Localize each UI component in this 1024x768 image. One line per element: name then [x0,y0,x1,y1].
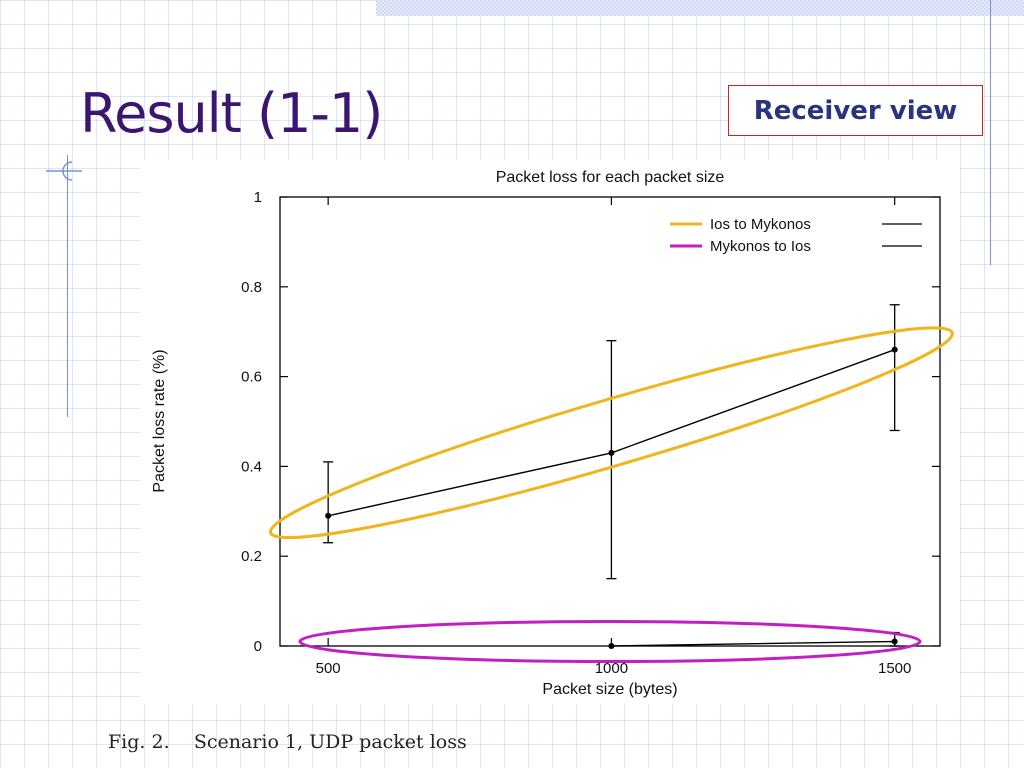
caption-number: Fig. 2. [108,731,170,753]
y-tick-label: 0 [254,638,262,655]
chart-title: Packet loss for each packet size [496,169,725,186]
data-point [891,638,898,645]
x-axis-label: Packet size (bytes) [542,681,677,698]
receiver-view-tag: Receiver view [728,85,983,136]
legend-label-series-2: Mykonos to Ios [710,238,811,255]
series-2-line [611,640,895,647]
y-tick-label: 0.6 [241,369,262,386]
y-tick-label: 1 [254,189,262,206]
caption-text: Scenario 1, UDP packet loss [193,731,467,753]
chart-figure: Packet loss for each packet size 0 0.2 0.4… [140,160,960,705]
highlight-ellipse-series-2 [298,620,922,664]
right-rule-line [990,0,991,265]
plot-frame [279,196,941,647]
x-axis-ticks: 500 1000 1500 [316,197,911,677]
legend: Ios to Mykonos Mykonos to Ios [670,216,922,255]
y-tick-label: 0.8 [241,279,262,296]
data-point [608,449,615,456]
y-tick-label: 0.2 [241,548,262,565]
left-rule-line [67,155,68,417]
x-tick-label: 500 [316,660,341,677]
y-axis-label: Packet loss rate (%) [151,349,168,492]
data-point [325,512,332,519]
top-decor-band [376,0,1024,16]
plot-area [323,304,900,649]
highlight-ellipse-series-1 [268,326,954,540]
bullet-circle-icon [46,161,82,181]
x-tick-label: 1000 [595,660,628,677]
packet-loss-chart: Packet loss for each packet size 0 0.2 0.4… [151,169,954,698]
slide-title: Result (1-1) [80,82,383,145]
x-tick-label: 1500 [878,660,911,677]
y-tick-label: 0.4 [241,458,262,475]
data-point [891,346,898,353]
figure-caption: Fig. 2. Scenario 1, UDP packet loss [108,731,467,753]
receiver-view-label: Receiver view [753,95,958,126]
legend-label-series-1: Ios to Mykonos [710,216,811,233]
highlight-annotations [268,326,954,664]
y-axis-ticks: 0 0.2 0.4 0.6 0.8 1 [241,189,940,655]
